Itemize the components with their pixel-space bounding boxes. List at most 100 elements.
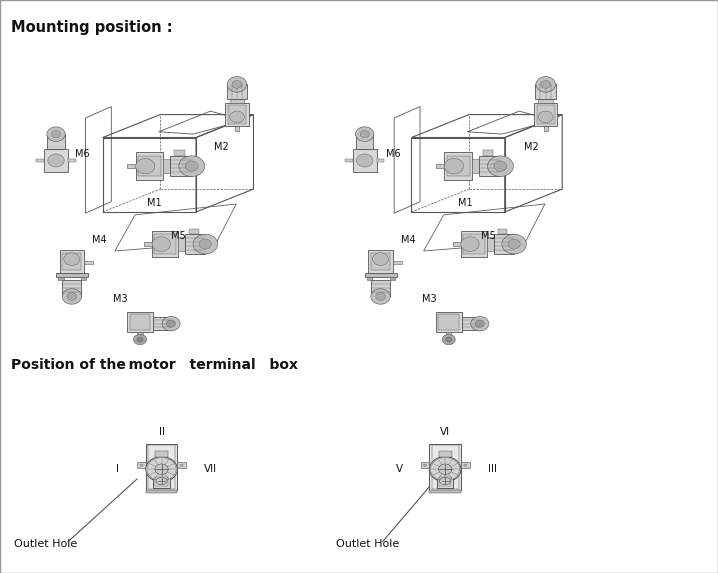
- Bar: [437, 475, 453, 488]
- Circle shape: [360, 131, 369, 138]
- Bar: [137, 332, 143, 340]
- Bar: [446, 332, 452, 340]
- Circle shape: [536, 77, 556, 92]
- Text: Mounting position :: Mounting position :: [11, 20, 172, 35]
- Text: M3: M3: [113, 294, 128, 304]
- Bar: [534, 103, 557, 126]
- Bar: [494, 234, 514, 254]
- Bar: [189, 229, 199, 234]
- Bar: [62, 253, 81, 270]
- Bar: [178, 237, 185, 251]
- Bar: [461, 462, 470, 468]
- Bar: [146, 444, 177, 490]
- Circle shape: [230, 111, 244, 123]
- Circle shape: [355, 127, 374, 142]
- Bar: [439, 451, 452, 457]
- Bar: [353, 149, 377, 172]
- Circle shape: [180, 464, 183, 466]
- Text: II: II: [159, 426, 164, 437]
- Bar: [81, 277, 86, 280]
- Circle shape: [136, 337, 143, 342]
- Circle shape: [376, 293, 386, 300]
- Bar: [536, 105, 555, 124]
- Circle shape: [47, 127, 65, 142]
- Circle shape: [502, 234, 526, 254]
- Text: M1: M1: [458, 198, 472, 207]
- Bar: [472, 159, 479, 174]
- Circle shape: [445, 337, 452, 342]
- Bar: [436, 312, 462, 332]
- Bar: [170, 156, 192, 176]
- Bar: [365, 273, 396, 277]
- Circle shape: [461, 237, 479, 252]
- Circle shape: [64, 253, 80, 265]
- Text: V: V: [396, 464, 403, 474]
- Bar: [461, 231, 487, 257]
- Bar: [463, 234, 485, 254]
- Bar: [127, 312, 153, 332]
- Bar: [367, 277, 373, 280]
- Bar: [235, 126, 239, 131]
- Circle shape: [471, 316, 489, 331]
- Text: M3: M3: [422, 294, 437, 304]
- Text: M6: M6: [75, 149, 90, 159]
- Circle shape: [136, 159, 155, 174]
- Text: VII: VII: [204, 464, 217, 474]
- Bar: [444, 152, 472, 180]
- Bar: [225, 103, 248, 126]
- Circle shape: [179, 156, 205, 176]
- Circle shape: [373, 253, 388, 265]
- Bar: [356, 134, 373, 149]
- Text: Position of the motor terminal box: Position of the motor terminal box: [11, 358, 298, 372]
- Bar: [177, 462, 186, 468]
- Bar: [154, 234, 176, 254]
- Ellipse shape: [156, 477, 167, 485]
- Text: M4: M4: [401, 235, 415, 245]
- Bar: [153, 317, 171, 330]
- Bar: [163, 159, 170, 174]
- Circle shape: [62, 289, 81, 304]
- Bar: [148, 445, 175, 489]
- Bar: [487, 237, 494, 251]
- Circle shape: [541, 80, 551, 88]
- Circle shape: [464, 464, 467, 466]
- Bar: [479, 156, 500, 176]
- Bar: [368, 250, 393, 273]
- Circle shape: [134, 335, 146, 345]
- Circle shape: [444, 159, 464, 174]
- Text: M6: M6: [386, 149, 401, 159]
- Circle shape: [162, 316, 180, 331]
- Circle shape: [508, 239, 521, 249]
- Circle shape: [152, 237, 170, 252]
- Bar: [84, 261, 93, 264]
- Circle shape: [538, 111, 553, 123]
- Bar: [371, 280, 391, 296]
- Bar: [144, 242, 152, 246]
- Text: VI: VI: [440, 426, 450, 437]
- Bar: [47, 134, 65, 149]
- Bar: [136, 152, 163, 180]
- Bar: [498, 229, 508, 234]
- Bar: [453, 242, 461, 246]
- Circle shape: [424, 464, 426, 466]
- Bar: [538, 99, 553, 103]
- Bar: [130, 314, 150, 330]
- Bar: [544, 126, 548, 131]
- Circle shape: [475, 320, 484, 327]
- Bar: [62, 280, 81, 296]
- Bar: [37, 159, 44, 162]
- Text: M2: M2: [214, 142, 229, 151]
- Text: I: I: [116, 464, 119, 474]
- Bar: [227, 84, 247, 99]
- Bar: [439, 477, 451, 486]
- Bar: [44, 149, 68, 172]
- Circle shape: [167, 320, 176, 327]
- Bar: [371, 253, 391, 270]
- Bar: [377, 159, 384, 162]
- Text: M4: M4: [92, 235, 106, 245]
- Ellipse shape: [439, 477, 451, 485]
- Bar: [156, 477, 167, 486]
- Bar: [174, 150, 185, 156]
- Circle shape: [227, 77, 247, 92]
- Bar: [439, 314, 459, 330]
